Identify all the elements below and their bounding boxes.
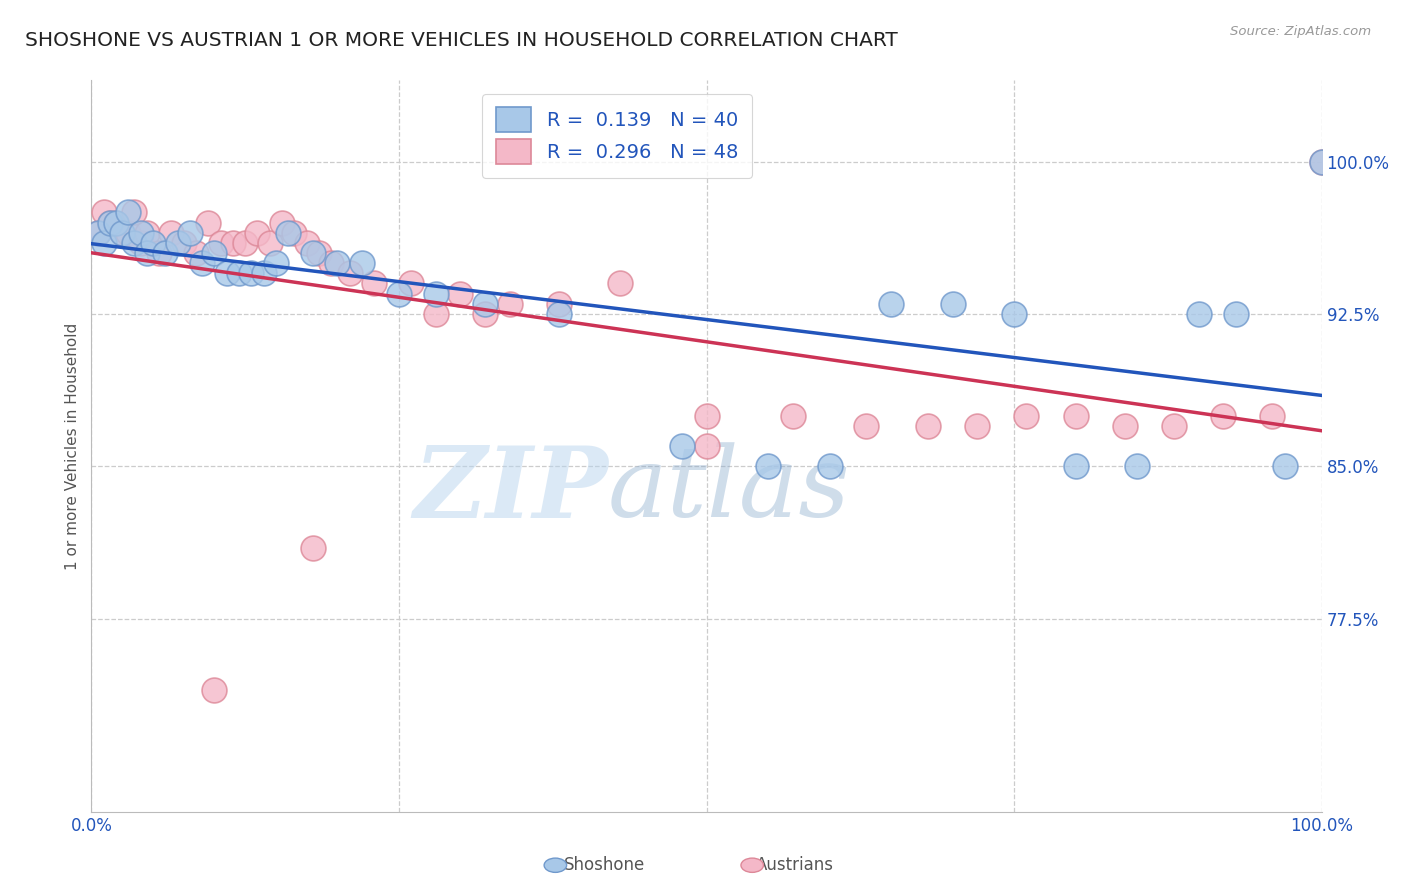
Point [855,418,877,433]
Point [301,541,323,555]
Point [184,246,207,260]
Point [1310,154,1333,169]
Point [98,215,121,229]
Point [142,235,165,250]
Point [129,226,152,240]
Legend: R =  0.139   N = 40, R =  0.296   N = 48: R = 0.139 N = 40, R = 0.296 N = 48 [482,94,752,178]
Point [197,215,219,229]
Point [547,297,569,311]
Point [301,246,323,260]
Point [425,286,447,301]
Point [135,246,157,260]
Point [93,235,115,250]
Point [160,226,183,240]
Point [782,409,804,423]
Point [222,235,245,250]
Point [179,226,201,240]
Point [259,235,281,250]
Point [756,459,779,474]
Point [86,226,108,240]
Point [264,256,287,270]
Point [105,215,127,229]
Point [246,226,269,240]
Y-axis label: 1 or more Vehicles in Household: 1 or more Vehicles in Household [65,322,80,570]
Point [98,215,121,229]
Point [1064,459,1087,474]
Point [474,297,496,311]
Point [695,439,717,453]
Point [202,682,225,697]
Point [425,307,447,321]
Point [399,277,422,291]
Point [474,307,496,321]
Point [1015,409,1038,423]
Text: Shoshone: Shoshone [564,856,645,874]
Point [1212,409,1234,423]
Point [111,226,134,240]
Point [215,266,238,280]
Point [283,226,305,240]
Text: ZIP: ZIP [413,442,607,538]
Point [1126,459,1149,474]
Point [1114,418,1136,433]
Point [153,246,177,260]
Point [1310,154,1333,169]
Text: atlas: atlas [607,442,851,538]
Point [191,256,214,270]
Point [547,307,569,321]
Point [105,215,127,229]
Point [202,246,225,260]
Point [609,277,631,291]
Point [1002,307,1025,321]
Point [352,256,374,270]
Point [363,277,385,291]
Point [671,439,693,453]
Point [695,409,717,423]
Point [388,286,411,301]
Point [233,235,256,250]
Point [111,226,134,240]
Point [1225,307,1247,321]
Point [941,297,963,311]
Point [271,215,294,229]
Point [917,418,939,433]
Point [449,286,471,301]
Point [326,256,349,270]
Point [135,226,157,240]
Point [295,235,318,250]
Point [1064,409,1087,423]
Point [173,235,195,250]
Point [277,226,299,240]
Point [253,266,276,280]
Point [818,459,841,474]
Point [308,246,330,260]
Point [1187,307,1209,321]
Point [1163,418,1185,433]
Point [339,266,361,280]
Point [240,266,263,280]
Point [321,256,343,270]
Text: Austrians: Austrians [755,856,834,874]
Point [1261,409,1284,423]
Text: SHOSHONE VS AUSTRIAN 1 OR MORE VEHICLES IN HOUSEHOLD CORRELATION CHART: SHOSHONE VS AUSTRIAN 1 OR MORE VEHICLES … [25,31,898,50]
Point [148,246,170,260]
Point [228,266,250,280]
Point [129,235,152,250]
Point [166,235,188,250]
Point [880,297,903,311]
Point [1274,459,1296,474]
Point [209,235,232,250]
Point [86,226,108,240]
Point [966,418,988,433]
Point [117,205,139,219]
Point [124,205,146,219]
Point [124,235,146,250]
Point [93,205,115,219]
Text: Source: ZipAtlas.com: Source: ZipAtlas.com [1230,25,1371,38]
Point [498,297,520,311]
Point [117,226,139,240]
